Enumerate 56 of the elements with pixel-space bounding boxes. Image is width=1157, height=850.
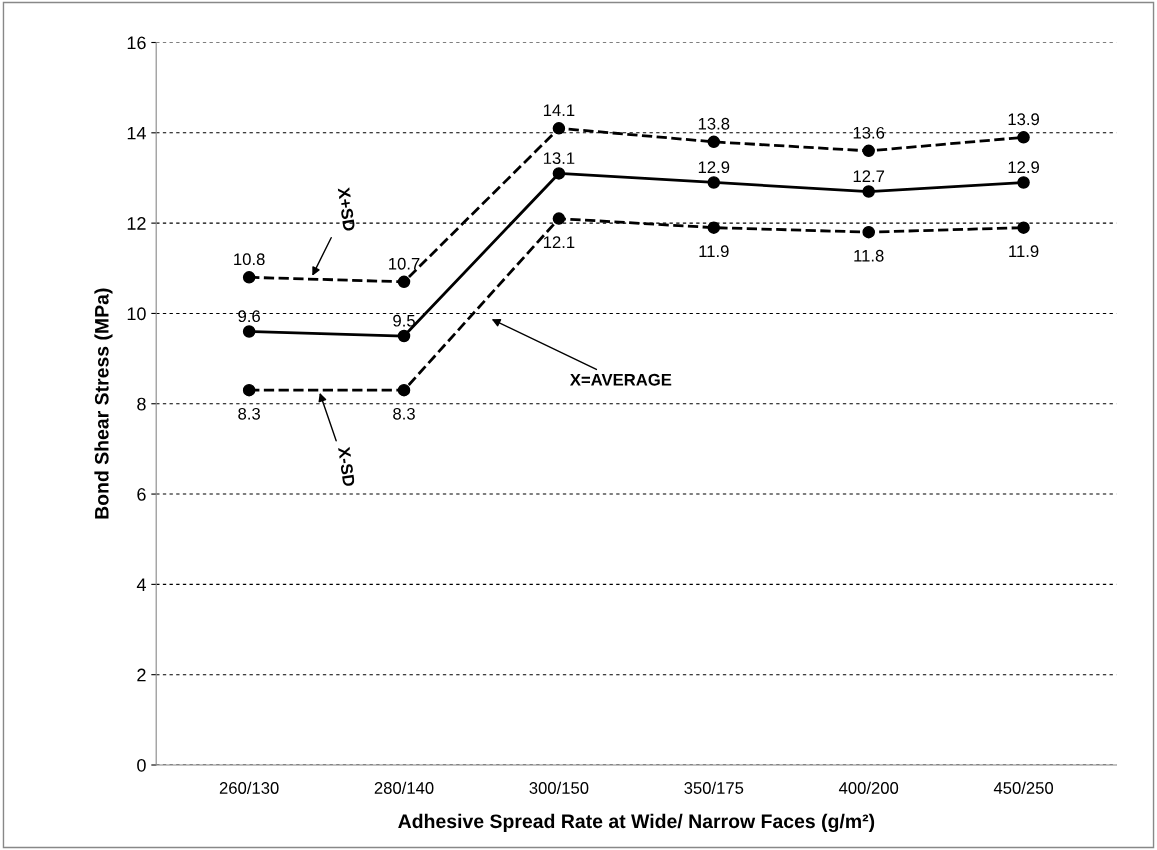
- point: [397, 383, 411, 397]
- x-tick-label: 260/130: [219, 781, 279, 794]
- point: [397, 329, 411, 343]
- y-tick-label: 14: [127, 126, 146, 140]
- data-label: 12.7: [853, 170, 885, 182]
- point: [862, 225, 875, 239]
- x-tick-label: 350/175: [684, 781, 744, 794]
- point: [242, 383, 256, 397]
- text: X-SD: [337, 446, 356, 487]
- text: X=AVERAGE: [569, 373, 672, 386]
- point: [707, 221, 721, 234]
- point: [552, 122, 566, 135]
- data-label: 10.7: [389, 257, 420, 270]
- y-tick-label: 2: [137, 668, 146, 682]
- data-label: 9.5: [393, 314, 415, 327]
- data-label: 12.1: [543, 236, 575, 248]
- data-label: 8.3: [393, 407, 415, 420]
- point: [397, 275, 411, 289]
- y-tick-label: 6: [137, 488, 146, 501]
- data-label: 13.1: [543, 152, 575, 165]
- point: [242, 271, 256, 284]
- data-label: 10.8: [234, 253, 265, 266]
- point: [1017, 131, 1030, 144]
- y-tick-label: 8: [137, 397, 146, 411]
- data-label: 11.9: [699, 245, 729, 258]
- point: [552, 167, 566, 180]
- text: X+SD: [337, 186, 356, 232]
- x-tick-label: 450/250: [993, 781, 1054, 794]
- data-label: 13.9: [1008, 113, 1039, 126]
- y-axis-title: Bond Shear Stress (MPa): [94, 288, 113, 519]
- y-tick-label: 0: [137, 758, 146, 772]
- y-tick-label: 16: [127, 36, 146, 50]
- data-label: 13.6: [853, 126, 885, 139]
- point: [862, 185, 875, 198]
- point: [862, 144, 875, 158]
- data-label: 11.9: [1009, 245, 1039, 258]
- y-tick-label: 4: [136, 578, 146, 591]
- x-tick-label: 400/200: [838, 781, 899, 794]
- y-tick-label: 12: [127, 217, 146, 230]
- point: [707, 135, 721, 149]
- x-tick-label: 280/140: [374, 781, 434, 794]
- point: [552, 212, 566, 225]
- data-label: 13.8: [698, 117, 730, 130]
- point: [1017, 176, 1030, 189]
- point: [707, 176, 721, 189]
- x-axis-title: Adhesive Spread Rate at Wide/ Narrow Faces (g/m²): [398, 813, 875, 833]
- data-label: 14.1: [543, 104, 575, 116]
- x-tick-label: 300/150: [529, 781, 589, 794]
- data-label: 12.9: [1008, 161, 1039, 174]
- data-label: 8.3: [238, 407, 260, 420]
- y-tick-label: 10: [127, 307, 146, 321]
- point: [1017, 221, 1030, 234]
- data-label: 9.6: [238, 310, 260, 323]
- data-label: 11.8: [854, 249, 884, 262]
- point: [242, 325, 256, 338]
- data-label: 12.9: [698, 161, 730, 174]
